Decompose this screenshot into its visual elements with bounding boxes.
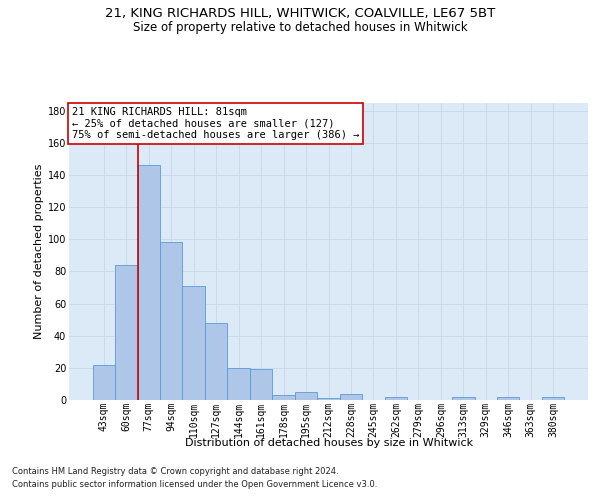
Bar bbox=[497, 397, 520, 400]
Bar bbox=[137, 165, 160, 400]
Bar bbox=[542, 397, 565, 400]
Bar bbox=[295, 392, 317, 400]
Y-axis label: Number of detached properties: Number of detached properties bbox=[34, 164, 44, 339]
Bar bbox=[385, 397, 407, 400]
Bar bbox=[340, 394, 362, 400]
Text: Contains public sector information licensed under the Open Government Licence v3: Contains public sector information licen… bbox=[12, 480, 377, 489]
Bar bbox=[317, 398, 340, 400]
Bar bbox=[205, 323, 227, 400]
Text: 21, KING RICHARDS HILL, WHITWICK, COALVILLE, LE67 5BT: 21, KING RICHARDS HILL, WHITWICK, COALVI… bbox=[105, 8, 495, 20]
Bar bbox=[115, 265, 137, 400]
Bar bbox=[250, 370, 272, 400]
Bar bbox=[92, 364, 115, 400]
Text: Contains HM Land Registry data © Crown copyright and database right 2024.: Contains HM Land Registry data © Crown c… bbox=[12, 467, 338, 476]
Bar bbox=[160, 242, 182, 400]
Bar bbox=[182, 286, 205, 400]
Bar bbox=[227, 368, 250, 400]
Text: Size of property relative to detached houses in Whitwick: Size of property relative to detached ho… bbox=[133, 21, 467, 34]
Bar bbox=[272, 395, 295, 400]
Text: 21 KING RICHARDS HILL: 81sqm
← 25% of detached houses are smaller (127)
75% of s: 21 KING RICHARDS HILL: 81sqm ← 25% of de… bbox=[71, 107, 359, 140]
Text: Distribution of detached houses by size in Whitwick: Distribution of detached houses by size … bbox=[185, 438, 473, 448]
Bar bbox=[452, 397, 475, 400]
